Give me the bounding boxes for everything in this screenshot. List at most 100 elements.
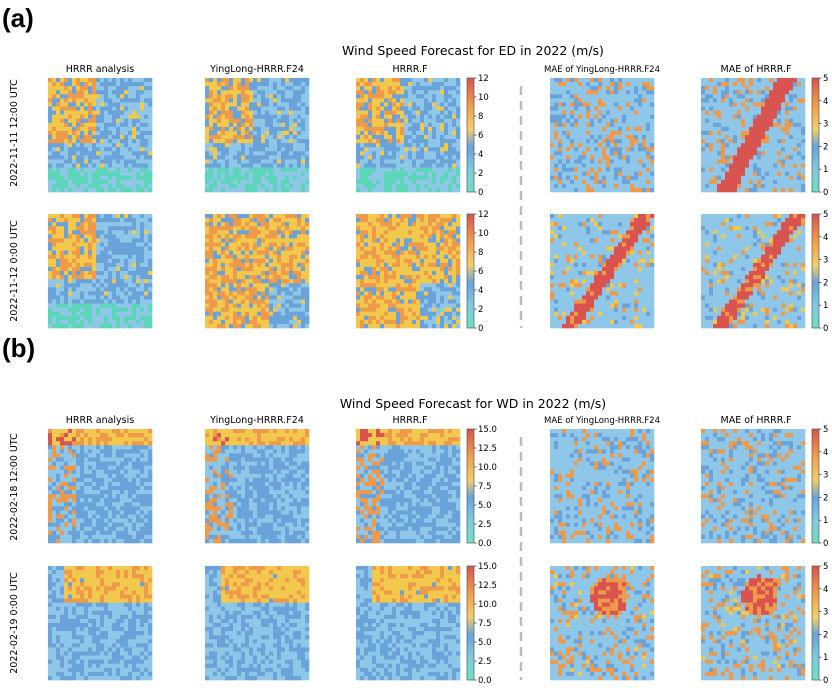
map-a-r1-mae-hrrr-cell	[705, 175, 710, 181]
map-a-r1-yinglong-cell	[225, 106, 230, 111]
map-a-r1-mae-yinglong-cell	[590, 110, 595, 115]
map-a-r2-hrrr-analysis-cell	[132, 279, 137, 284]
map-a-r1-mae-yinglong-cell	[598, 110, 603, 115]
map-a-r1-yinglong-cell	[273, 179, 278, 185]
map-a-r1-mae-hrrr-cell	[713, 159, 718, 164]
map-a-r1-mae-yinglong-cell	[562, 98, 567, 103]
map-a-r1-mae-hrrr-cell	[781, 183, 786, 189]
map-a-r1-hrrr-analysis-cell	[88, 90, 93, 95]
map-a-r2-yinglong-cell	[213, 258, 218, 264]
map-a-r1-mae-yinglong-cell	[582, 179, 587, 185]
map-a-r1-mae-yinglong-cell	[650, 114, 655, 120]
map-a-r1-yinglong-cell	[253, 126, 258, 132]
map-a-r1-mae-hrrr-cell	[705, 147, 710, 152]
map-a-r2-hrrr-analysis-cell	[68, 238, 73, 243]
map-a-r1-hrrr-analysis-cell	[136, 167, 141, 172]
map-a-r2-hrrr-analysis-cell	[72, 250, 77, 256]
map-a-r1-mae-yinglong-cell	[638, 151, 643, 156]
map-a-r1-mae-yinglong-cell	[578, 171, 583, 177]
map-a-r2-hrrr-analysis-cell	[112, 234, 117, 239]
map-a-r1-mae-yinglong-cell	[638, 175, 643, 181]
map-a-r1-mae-hrrr-cell	[729, 167, 734, 172]
map-a-r1-yinglong-cell	[233, 167, 238, 172]
map-a-r1-hrrr-f-cell	[392, 167, 397, 172]
map-a-r1-mae-hrrr-cell	[797, 126, 802, 132]
map-a-r1-yinglong-cell	[257, 151, 262, 156]
map-a-r1-yinglong-cell	[253, 110, 258, 115]
map-a-r1-hrrr-f-cell	[436, 126, 441, 132]
map-a-r1-hrrr-f-cell	[428, 114, 433, 120]
map-a-r1-yinglong-cell	[225, 151, 230, 156]
map-a-r1-hrrr-analysis-cell	[128, 126, 133, 132]
map-a-r1-yinglong-cell	[233, 139, 238, 144]
map-a-r1-mae-yinglong-cell	[590, 143, 595, 148]
map-a-r1-hrrr-f-cell	[404, 179, 409, 185]
map-a-r1-mae-yinglong-cell	[562, 90, 567, 95]
map-a-r1-mae-yinglong-cell	[574, 118, 579, 124]
map-a-r1-mae-yinglong-cell	[586, 82, 591, 87]
map-a-r1-hrrr-f-cell	[412, 151, 417, 156]
map-a-r1-mae-yinglong-cell	[618, 179, 623, 185]
map-a-r1-mae-yinglong-cell	[562, 82, 567, 87]
map-a-r1-hrrr-f-cell	[416, 122, 421, 128]
map-a-r2-hrrr-analysis-cell	[144, 262, 149, 268]
map-a-r1-mae-yinglong-cell	[614, 130, 619, 136]
map-a-r1-yinglong-cell	[245, 151, 250, 156]
map-a-r2-yinglong-cell	[273, 266, 278, 272]
map-a-r2-hrrr-analysis-cell	[60, 230, 65, 235]
map-a-r2-hrrr-analysis-cell	[148, 315, 153, 321]
map-a-r2-hrrr-analysis-cell	[60, 226, 65, 231]
map-a-r1-hrrr-analysis-cell	[64, 179, 69, 185]
map-a-r2-yinglong-cell	[257, 218, 262, 223]
map-a-r1-mae-yinglong-cell	[614, 151, 619, 156]
map-a-r2-yinglong-cell	[217, 226, 222, 231]
map-a-r1-hrrr-analysis-cell	[60, 106, 65, 111]
map-a-r2-hrrr-analysis-cell	[48, 222, 53, 227]
map-a-r1-yinglong-cell	[285, 135, 290, 140]
map-a-r2-yinglong-cell	[205, 254, 210, 260]
map-a-r1-hrrr-analysis-cell	[132, 78, 137, 83]
map-a-r1-hrrr-f-cell	[372, 143, 377, 148]
map-a-r1-mae-yinglong-cell	[566, 106, 571, 111]
map-a-r1-mae-yinglong-cell	[602, 135, 607, 140]
map-a-r2-hrrr-analysis-cell	[92, 315, 97, 321]
map-a-r2-hrrr-analysis-cell	[128, 295, 133, 300]
map-a-r1-yinglong-cell	[205, 78, 210, 83]
map-a-r1-hrrr-analysis-cell	[88, 175, 93, 181]
map-a-r1-mae-hrrr-cell	[717, 151, 722, 156]
map-a-r1-hrrr-f-cell	[400, 130, 405, 136]
map-a-r2-yinglong-cell	[249, 266, 254, 272]
map-a-r1-hrrr-analysis-cell	[136, 155, 141, 160]
map-a-r1-mae-hrrr-cell	[777, 114, 782, 120]
map-a-r2-hrrr-analysis-cell	[144, 319, 149, 325]
map-a-r1-hrrr-analysis-cell	[136, 183, 141, 189]
map-a-r2-yinglong-cell	[305, 218, 310, 223]
map-a-r1-mae-hrrr-cell	[793, 187, 798, 193]
map-a-r2-yinglong-cell	[305, 254, 310, 260]
map-a-r1-mae-hrrr-cell	[757, 94, 762, 99]
map-a-r1-hrrr-analysis-cell	[92, 110, 97, 115]
map-a-r1-mae-hrrr-cell	[793, 102, 798, 107]
map-a-r2-hrrr-analysis-cell	[48, 271, 53, 276]
map-a-r2-hrrr-analysis-cell	[68, 283, 73, 288]
map-a-r1-hrrr-f-cell	[404, 82, 409, 87]
map-a-r1-mae-hrrr-cell	[749, 122, 754, 128]
map-a-r1-mae-yinglong-cell	[634, 98, 639, 103]
map-a-r2-yinglong-cell	[265, 271, 270, 276]
map-a-r1-hrrr-f-cell	[404, 139, 409, 144]
map-a-r1-hrrr-analysis-cell	[64, 175, 69, 181]
map-a-r1-yinglong-cell	[261, 78, 266, 83]
map-a-r1-mae-yinglong-cell	[570, 175, 575, 181]
map-a-r2-hrrr-analysis-cell	[132, 238, 137, 243]
map-a-r1-mae-yinglong-cell	[578, 139, 583, 144]
map-a-r1-mae-hrrr-cell	[737, 90, 742, 95]
map-a-r2-hrrr-analysis-cell	[108, 214, 113, 219]
map-a-r1-hrrr-analysis-cell	[80, 175, 85, 181]
map-a-r2-yinglong-cell	[229, 222, 234, 227]
map-a-r2-hrrr-analysis-cell	[116, 218, 121, 223]
map-a-r1-yinglong-cell	[205, 155, 210, 160]
map-a-r1-mae-yinglong-cell	[586, 126, 591, 132]
map-a-r1-mae-hrrr-cell	[773, 122, 778, 128]
map-a-r1-yinglong-cell	[261, 139, 266, 144]
map-a-r1-mae-hrrr-cell	[801, 118, 806, 124]
